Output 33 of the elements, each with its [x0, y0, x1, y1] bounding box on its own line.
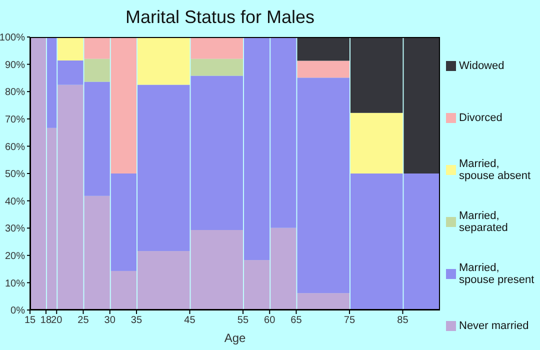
legend-label: Divorced	[459, 112, 502, 124]
chart-title: Marital Status for Males	[124, 7, 316, 28]
y-tick-label: 20%	[4, 250, 26, 262]
bar	[350, 112, 403, 174]
y-tick-label: 90%	[4, 60, 26, 71]
x-tick-label: 65	[290, 315, 302, 326]
x-tick-label: 30	[104, 315, 116, 326]
x-axis-title: Age	[224, 331, 246, 345]
legend-label: Married, separated	[459, 210, 508, 234]
legend-label: Married, spouse present	[459, 262, 534, 286]
x-tick-label: 18	[40, 315, 52, 326]
y-tick-label: 10%	[4, 278, 26, 290]
x-tick-label: 60	[264, 315, 276, 326]
x-tick-label: 85	[397, 315, 409, 326]
x-tick-label: 45	[184, 315, 196, 326]
y-tick-label: 80%	[4, 87, 26, 98]
legend-label: Married, spouse absent	[459, 158, 531, 182]
y-tick-label: 0%	[10, 306, 26, 317]
y-tick-label: 100%	[0, 32, 26, 44]
x-tick-label: 15	[24, 315, 36, 326]
y-tick-label: 60%	[4, 142, 26, 153]
y-tick-label: 40%	[4, 196, 26, 208]
y-tick-label: 70%	[4, 114, 26, 126]
bar	[137, 37, 190, 85]
legend-label: Widowed	[459, 60, 504, 72]
y-tick-label: 30%	[4, 224, 26, 235]
x-tick-label: 35	[130, 315, 142, 326]
x-tick-label: 75	[344, 315, 356, 326]
x-tick-label: 55	[237, 315, 249, 326]
y-tick-label: 50%	[4, 169, 26, 180]
x-tick-label: 25	[78, 315, 90, 326]
legend-label: Never married	[459, 320, 529, 332]
x-tick-label: 20	[51, 315, 63, 326]
